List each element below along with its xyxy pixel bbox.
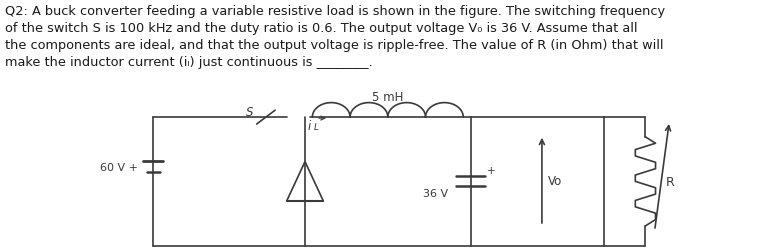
Text: Q2: A buck converter feeding a variable resistive load is shown in the figure. T: Q2: A buck converter feeding a variable … bbox=[5, 5, 665, 18]
Text: L: L bbox=[314, 122, 319, 132]
Text: S: S bbox=[245, 106, 253, 119]
Text: i: i bbox=[307, 120, 311, 133]
Text: make the inductor current (iₗ) just continuous is ________.: make the inductor current (iₗ) just cont… bbox=[5, 55, 373, 69]
Text: 60 V +: 60 V + bbox=[100, 162, 139, 172]
Text: the components are ideal, and that the output voltage is ripple-free. The value : the components are ideal, and that the o… bbox=[5, 39, 664, 52]
Text: Vo: Vo bbox=[548, 174, 562, 187]
Text: 36 V: 36 V bbox=[424, 188, 449, 199]
Text: of the switch S is 100 kHz and the duty ratio is 0.6. The output voltage V₀ is 3: of the switch S is 100 kHz and the duty … bbox=[5, 22, 637, 35]
Text: 5 mH: 5 mH bbox=[372, 91, 404, 104]
Text: +: + bbox=[487, 166, 495, 176]
Text: R: R bbox=[666, 175, 675, 188]
